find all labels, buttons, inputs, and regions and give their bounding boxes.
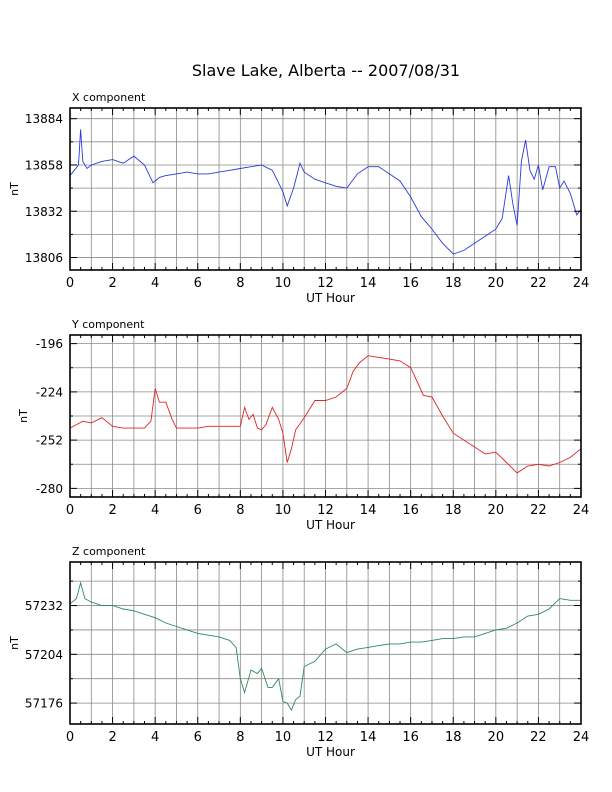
x-tick-label: 14 bbox=[360, 276, 377, 291]
panel-label: X component bbox=[72, 91, 146, 104]
x-tick-label: 6 bbox=[194, 730, 202, 745]
y-tick-label: 57176 bbox=[25, 697, 63, 711]
panel-label: Y component bbox=[71, 318, 145, 331]
x-tick-label: 0 bbox=[66, 730, 74, 745]
x-tick-label: 10 bbox=[275, 730, 292, 745]
x-tick-label: 10 bbox=[275, 276, 292, 291]
x-tick-label: 12 bbox=[317, 276, 334, 291]
series-line-x bbox=[69, 129, 582, 255]
x-tick-label: 24 bbox=[573, 503, 590, 518]
x-tick-label: 2 bbox=[108, 503, 116, 518]
x-axis-label: UT Hour bbox=[306, 518, 355, 532]
y-tick-label: -252 bbox=[36, 434, 63, 448]
x-tick-label: 6 bbox=[194, 276, 202, 291]
x-tick-label: 20 bbox=[488, 276, 505, 291]
y-axis-label: nT bbox=[8, 636, 21, 650]
y-tick-label: 13884 bbox=[25, 112, 63, 126]
y-tick-label: -280 bbox=[36, 482, 63, 496]
x-tick-label: 0 bbox=[66, 503, 74, 518]
x-tick-label: 10 bbox=[275, 503, 292, 518]
x-tick-label: 12 bbox=[317, 730, 334, 745]
x-axis-label: UT Hour bbox=[306, 291, 355, 305]
x-tick-label: 8 bbox=[236, 503, 244, 518]
y-axis-label: nT bbox=[8, 182, 21, 196]
x-tick-label: 20 bbox=[488, 730, 505, 745]
panel-label: Z component bbox=[72, 545, 146, 558]
x-tick-label: 14 bbox=[360, 503, 377, 518]
x-tick-label: 2 bbox=[108, 730, 116, 745]
x-axis-label: UT Hour bbox=[306, 745, 355, 759]
x-tick-label: 16 bbox=[402, 503, 419, 518]
x-tick-label: 6 bbox=[194, 503, 202, 518]
chart-title: Slave Lake, Alberta -- 2007/08/31 bbox=[192, 61, 460, 80]
y-tick-label: -224 bbox=[36, 385, 63, 399]
x-tick-label: 16 bbox=[402, 276, 419, 291]
x-tick-label: 8 bbox=[236, 730, 244, 745]
x-tick-label: 20 bbox=[488, 503, 505, 518]
x-tick-label: 4 bbox=[151, 730, 159, 745]
y-tick-label: 13806 bbox=[25, 251, 63, 265]
x-tick-label: 4 bbox=[151, 276, 159, 291]
x-tick-label: 8 bbox=[236, 276, 244, 291]
series-line-z bbox=[69, 581, 581, 712]
x-tick-label: 0 bbox=[66, 276, 74, 291]
x-tick-label: 2 bbox=[108, 276, 116, 291]
x-tick-label: 22 bbox=[530, 276, 547, 291]
y-tick-label: 13832 bbox=[25, 205, 63, 219]
x-tick-label: 14 bbox=[360, 730, 377, 745]
x-tick-label: 24 bbox=[573, 730, 590, 745]
series-line-y bbox=[69, 355, 582, 474]
x-tick-label: 22 bbox=[530, 730, 547, 745]
y-tick-label: 57232 bbox=[25, 599, 63, 613]
x-tick-label: 24 bbox=[573, 276, 590, 291]
y-tick-label: 57204 bbox=[25, 648, 63, 662]
x-tick-label: 18 bbox=[445, 730, 462, 745]
x-tick-label: 18 bbox=[445, 503, 462, 518]
y-tick-label: -196 bbox=[36, 337, 63, 351]
y-axis-label: nT bbox=[17, 409, 30, 423]
x-tick-label: 16 bbox=[402, 730, 419, 745]
y-tick-label: 13858 bbox=[25, 158, 63, 172]
x-tick-label: 12 bbox=[317, 503, 334, 518]
x-tick-label: 18 bbox=[445, 276, 462, 291]
x-tick-label: 4 bbox=[151, 503, 159, 518]
x-tick-label: 22 bbox=[530, 503, 547, 518]
